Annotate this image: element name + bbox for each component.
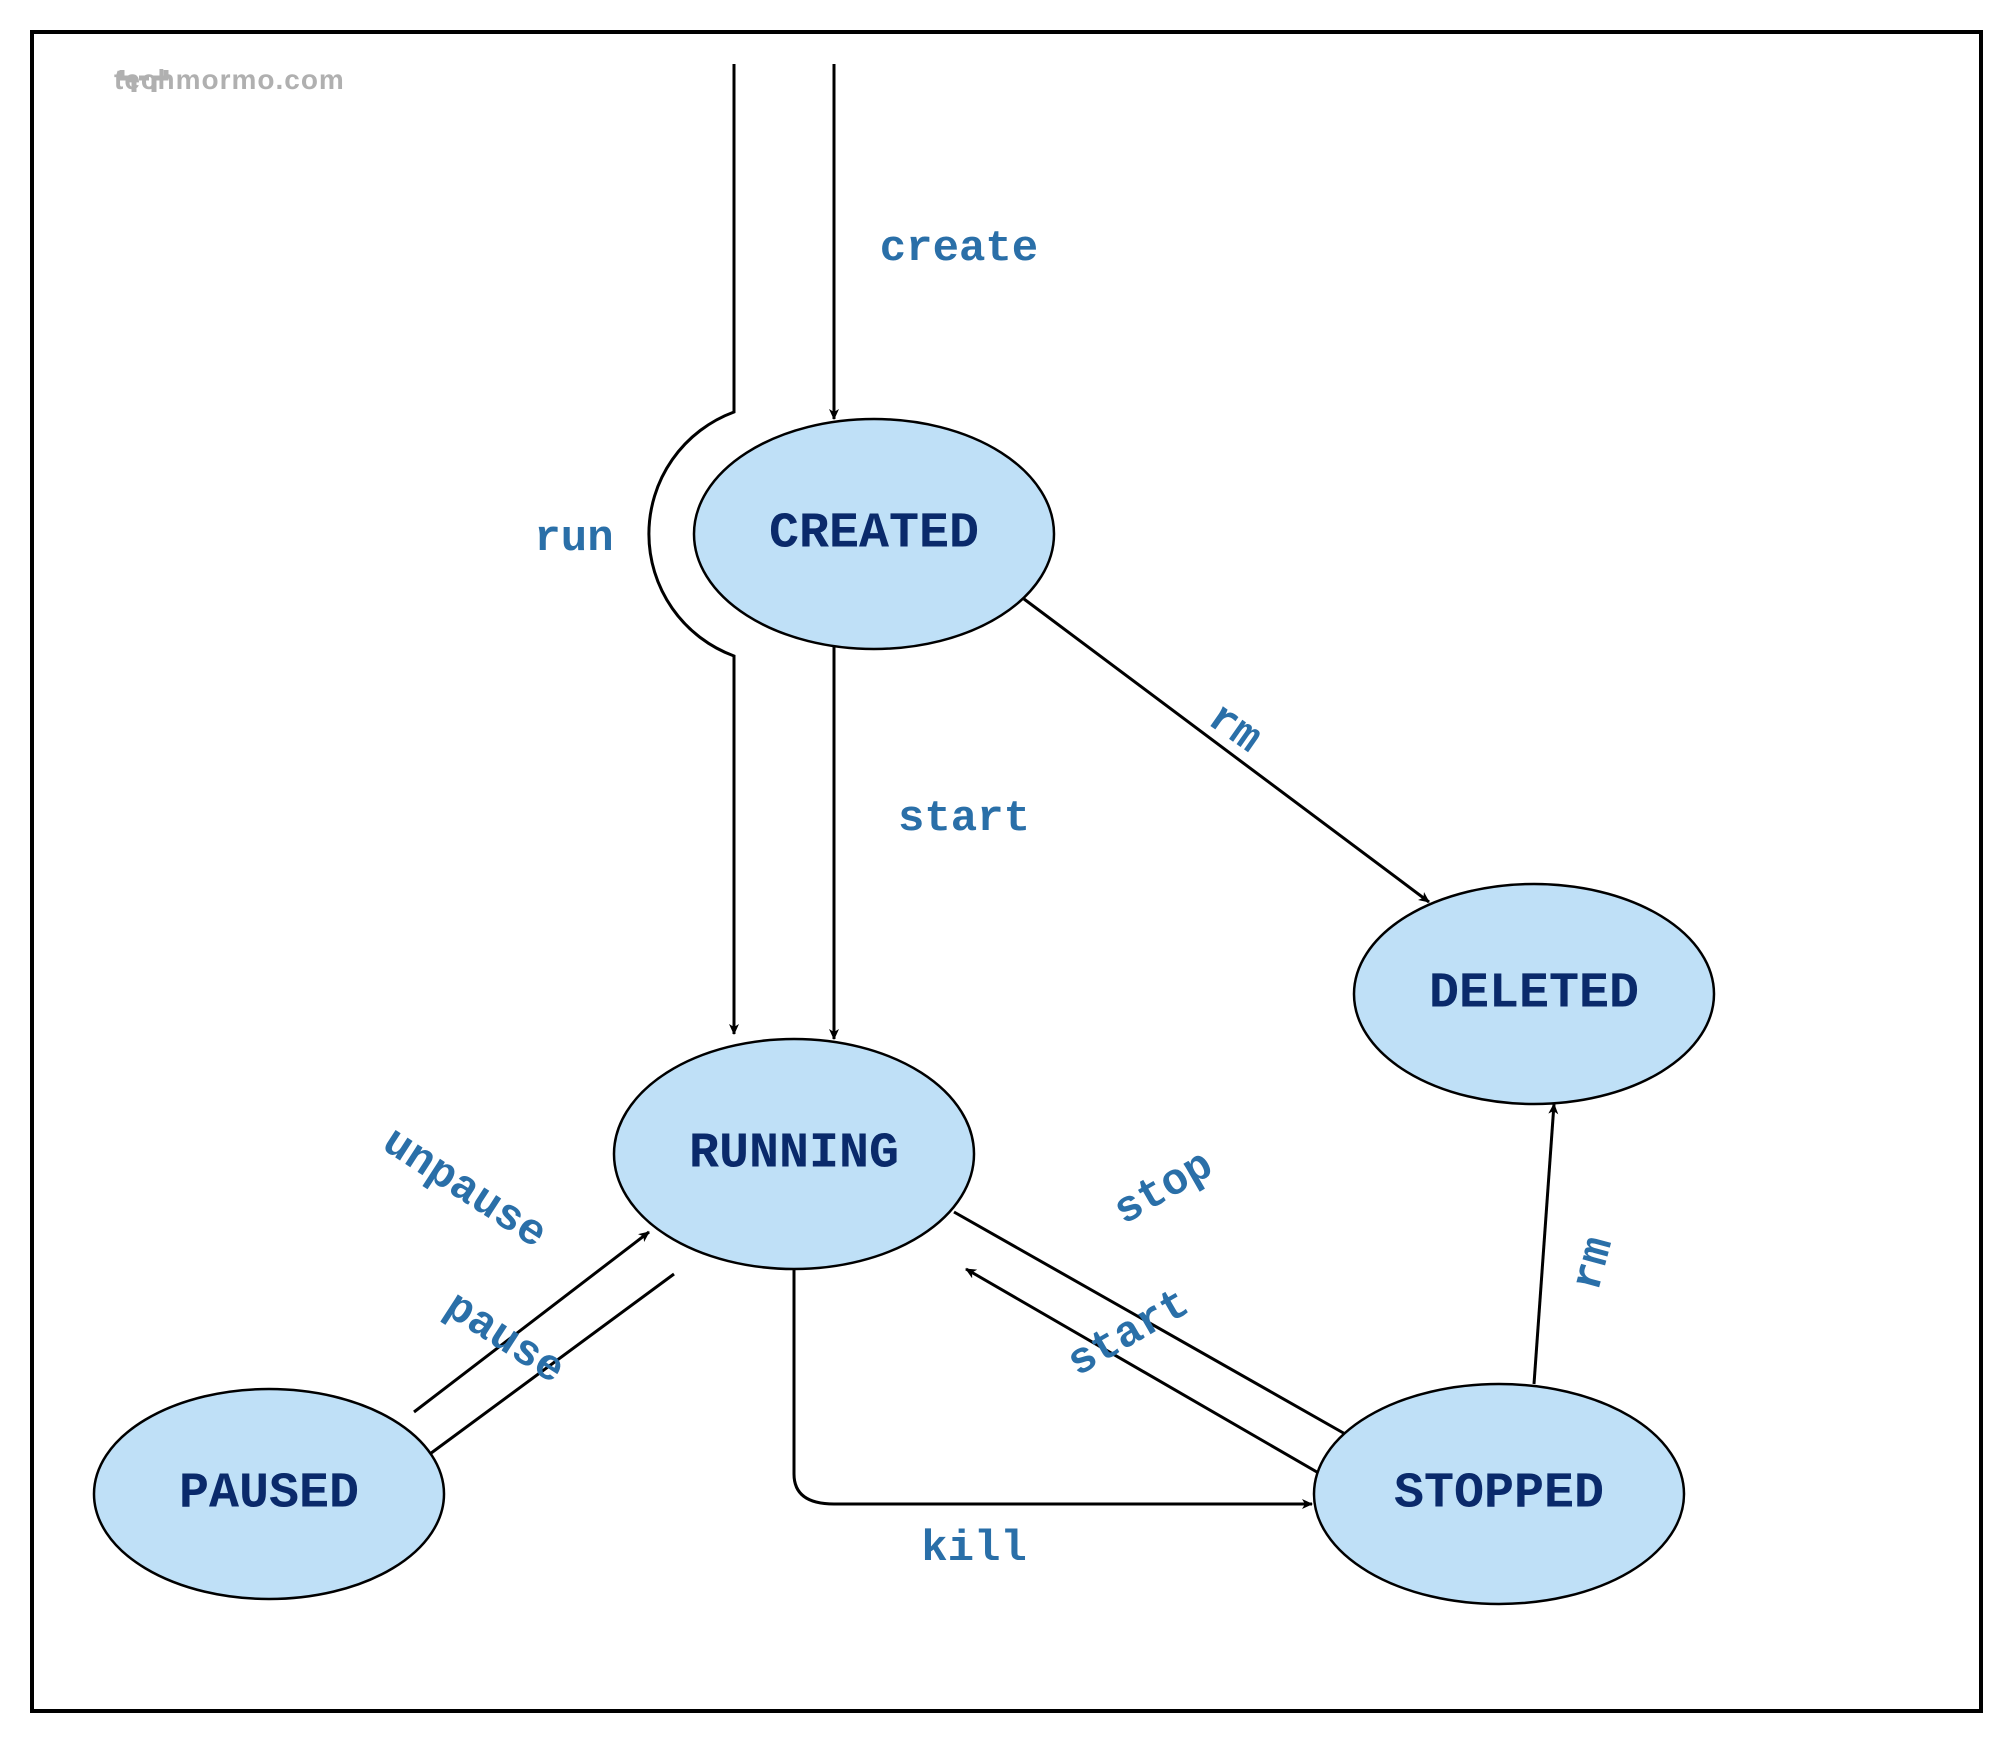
edge-e-kill [794, 1269, 1312, 1504]
edge-label-e-stop: stop [1106, 1141, 1222, 1237]
node-label-stopped: STOPPED [1394, 1466, 1604, 1523]
state-diagram: CREATED RUNNING PAUSED STOPPED DELETED creat… [34, 34, 1979, 1709]
node-label-running: RUNNING [689, 1126, 899, 1183]
edge-label-e-start2: start [1059, 1279, 1198, 1388]
edge-label-e-unpause: unpause [373, 1118, 555, 1261]
edge-label-e-rm2: rm [1563, 1232, 1625, 1296]
edge-label-e-create: create [880, 224, 1038, 274]
edge-label-e-start: start [898, 794, 1030, 844]
node-label-paused: PAUSED [179, 1466, 359, 1523]
edge-label-e-rm1: rm [1198, 693, 1270, 764]
edge-e-rm2 [1534, 1104, 1554, 1384]
edge-label-e-run: run [534, 514, 613, 564]
diagram-frame: techmormo.com CREATEDRUNNINGPAUSEDSTOPPE… [30, 30, 1983, 1713]
edge-label-e-kill: kill [921, 1524, 1027, 1574]
node-label-deleted: DELETED [1429, 966, 1639, 1023]
node-label-created: CREATED [769, 506, 979, 563]
